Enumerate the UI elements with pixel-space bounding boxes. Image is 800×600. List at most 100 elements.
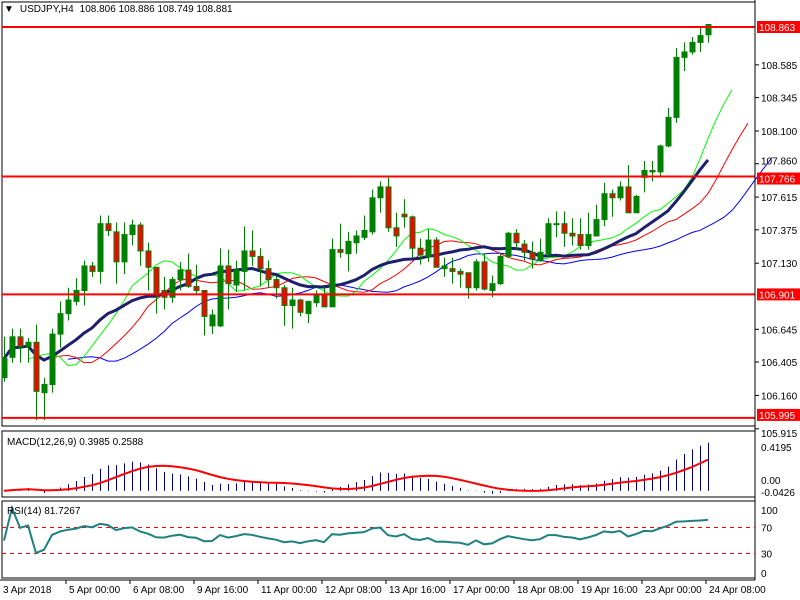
price-tick-label: 108.100 — [761, 127, 798, 138]
candle-bear — [433, 239, 440, 268]
candle-bull — [441, 265, 448, 270]
time-axis-label: 5 Apr 00:00 — [69, 585, 121, 596]
level-price-tag — [757, 408, 800, 421]
candle-bull — [505, 232, 512, 257]
price-tick-label: 105.915 — [761, 429, 798, 440]
candle-bull — [121, 234, 128, 263]
ma-green-line — [27, 89, 733, 367]
level-price-tag — [757, 172, 800, 185]
candle-bull — [665, 116, 672, 147]
candle-bull — [353, 235, 360, 244]
time-axis-label: 6 Apr 08:00 — [133, 585, 185, 596]
level-price-label: 106.901 — [759, 290, 796, 301]
rsi-label: RSI(14) 81.7267 — [7, 506, 81, 517]
candle-bear — [89, 265, 96, 272]
main-pane-frame — [1, 1, 756, 427]
ma-navy-line — [2, 158, 710, 362]
candle-bear — [33, 341, 40, 392]
candle-bear — [337, 249, 344, 253]
candle-bull — [673, 56, 680, 118]
candle-bull — [377, 186, 384, 199]
candle-bear — [577, 234, 584, 246]
candle-bear — [249, 250, 256, 257]
candle-bear — [409, 216, 416, 249]
ohlc-readout: 108.806 108.886 108.749 108.881 — [79, 4, 233, 15]
candle-bull — [617, 186, 624, 199]
candle-bear — [457, 270, 464, 275]
candle-bull — [689, 41, 696, 53]
candle-bull — [361, 229, 368, 238]
candle-bull — [81, 265, 88, 291]
rsi-pane-frame — [1, 500, 756, 579]
rsi-axis-label: 0 — [761, 569, 767, 580]
price-tick-label: 107.375 — [761, 226, 798, 237]
candle-bull — [633, 195, 640, 214]
candle-bear — [625, 186, 632, 214]
time-axis-label: 24 Apr 08:00 — [709, 585, 766, 596]
macd-axis-max: 0.4195 — [761, 443, 792, 454]
symbol-timeframe: USDJPY,H4 — [19, 4, 74, 15]
candle-bull — [305, 300, 312, 315]
candle-bear — [609, 193, 616, 199]
candle-bull — [537, 251, 544, 261]
price-tick-label: 107.860 — [761, 157, 798, 168]
candle-bull — [545, 223, 552, 255]
candle-bull — [473, 261, 480, 289]
candle-bear — [417, 247, 424, 256]
candle-bull — [49, 333, 56, 386]
time-axis-label: 12 Apr 08:00 — [325, 585, 382, 596]
candle-bull — [593, 219, 600, 237]
time-axis-label: 18 Apr 08:00 — [517, 585, 574, 596]
candle-bear — [401, 213, 408, 218]
time-axis-label: 19 Apr 16:00 — [581, 585, 638, 596]
candle-bull — [41, 384, 48, 394]
candle-bear — [297, 299, 304, 313]
triangle-down-icon[interactable]: ▼ — [4, 4, 14, 15]
price-tick-label: 107.615 — [761, 193, 798, 204]
candle-bull — [9, 336, 16, 358]
candle-bull — [497, 255, 504, 285]
candle-bull — [489, 283, 496, 291]
time-axis-label: 9 Apr 16:00 — [197, 585, 249, 596]
candle-bear — [145, 250, 152, 268]
time-axis-label: 23 Apr 00:00 — [645, 585, 702, 596]
candle-bull — [73, 289, 80, 302]
candle-bear — [273, 279, 280, 289]
candle-bull — [705, 24, 712, 36]
time-axis-label: 17 Apr 00:00 — [453, 585, 510, 596]
candle-bear — [393, 227, 400, 237]
price-tick-label: 106.160 — [761, 391, 798, 402]
level-price-tag — [757, 21, 800, 33]
rsi-axis-label: 100 — [761, 506, 778, 517]
ma-blue-line — [67, 157, 773, 362]
candle-bear — [137, 224, 144, 252]
candle-bull — [169, 279, 176, 298]
macd-label: MACD(12,26,9) 0.3985 0.2588 — [7, 437, 144, 448]
candle-bull — [1, 358, 8, 379]
candle-bull — [329, 249, 336, 308]
candle-bear — [521, 243, 528, 253]
candle-bear — [513, 232, 520, 244]
macd-axis-min: -0.0426 — [761, 488, 795, 499]
candle-bear — [569, 232, 576, 237]
price-tick-label: 107.130 — [761, 259, 798, 270]
candle-bear — [185, 269, 192, 287]
macd-signal-line — [3, 458, 709, 492]
candle-bear — [193, 285, 200, 291]
candle-bull — [209, 314, 216, 327]
candle-bear — [561, 223, 568, 234]
candle-bull — [217, 265, 224, 327]
time-axis-label: 13 Apr 16:00 — [389, 585, 446, 596]
candle-bull — [425, 239, 432, 257]
chart-header: ▼ USDJPY,H4 108.806 108.886 108.749 108.88… — [4, 4, 239, 15]
candle-bull — [289, 299, 296, 306]
candle-bull — [345, 240, 352, 255]
candle-bull — [553, 223, 560, 226]
price-tick-label: 106.645 — [761, 325, 798, 336]
rsi-axis-label: 30 — [761, 550, 773, 561]
level-price-label: 107.766 — [759, 175, 796, 186]
candle-bear — [225, 265, 232, 285]
candle-bull — [657, 145, 664, 173]
candle-bear — [529, 251, 536, 260]
